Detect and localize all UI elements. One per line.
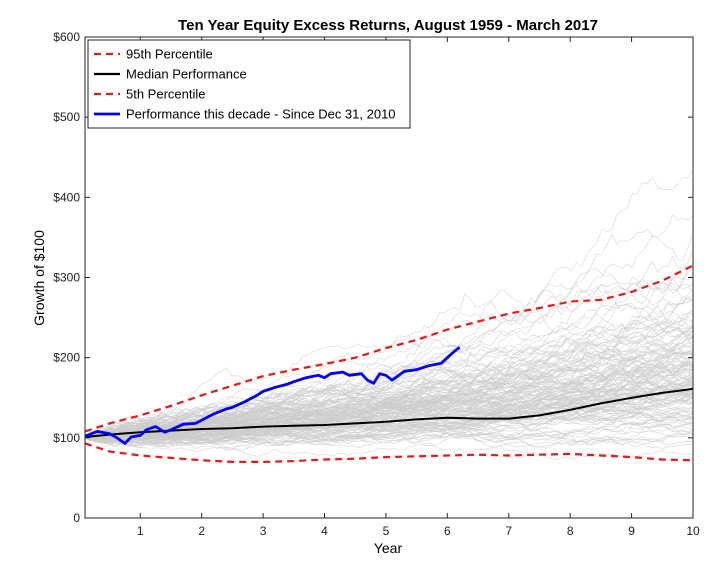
y-tick-label: $400 <box>53 190 80 204</box>
y-tick-label: 0 <box>73 511 80 525</box>
background-path <box>84 408 694 448</box>
legend-label-2: 5th Percentile <box>126 87 206 102</box>
x-tick-label: 7 <box>505 524 512 538</box>
background-path <box>84 310 694 440</box>
x-tick-label: 5 <box>383 524 390 538</box>
background-path <box>84 352 694 441</box>
legend-label-0: 95th Percentile <box>126 47 213 62</box>
x-tick-label: 1 <box>137 524 144 538</box>
background-path <box>84 401 694 444</box>
legend: 95th Percentile Median Performance 5th Per… <box>87 39 411 129</box>
series-line-3 <box>84 346 461 445</box>
y-tick-label: $100 <box>53 431 80 445</box>
background-path <box>84 350 694 442</box>
chart-title: Ten Year Equity Excess Returns, August 1… <box>178 17 598 34</box>
background-path <box>84 434 694 461</box>
y-axis-label: Growth of $100 <box>31 230 47 326</box>
background-path <box>84 360 694 448</box>
background-path <box>84 311 694 442</box>
background-path <box>84 283 694 439</box>
x-tick-label: 4 <box>321 524 328 538</box>
background-path <box>84 276 694 439</box>
background-path <box>84 330 694 443</box>
x-axis-ticks: 1 2 3 4 5 6 7 8 9 10 <box>137 37 700 538</box>
x-axis-label: Year <box>374 540 403 556</box>
background-path <box>84 351 694 444</box>
background-path <box>84 394 694 439</box>
background-path <box>84 384 694 445</box>
background-path <box>84 421 694 450</box>
background-path <box>84 410 694 446</box>
y-tick-label: $500 <box>53 110 80 124</box>
y-tick-label: $600 <box>53 30 80 44</box>
legend-label-3: Performance this decade - Since Dec 31, … <box>126 107 396 122</box>
background-path <box>84 290 694 439</box>
x-tick-label: 10 <box>686 524 700 538</box>
legend-label-1: Median Performance <box>126 67 247 82</box>
background-path <box>84 419 694 445</box>
legend-box <box>87 39 411 129</box>
x-tick-label: 9 <box>628 524 635 538</box>
y-axis-ticks: 0 $100 $200 $300 $400 $500 $600 <box>53 30 693 525</box>
background-path <box>84 338 694 442</box>
x-tick-label: 3 <box>260 524 267 538</box>
background-path <box>84 429 694 445</box>
background-path <box>84 432 694 453</box>
x-tick-label: 2 <box>198 524 205 538</box>
series-line-2 <box>84 442 694 463</box>
background-path <box>84 342 694 439</box>
x-tick-label: 8 <box>567 524 574 538</box>
series-line-0 <box>84 264 694 433</box>
series-line-1 <box>84 387 694 438</box>
y-tick-label: $200 <box>53 351 80 365</box>
background-path <box>84 372 694 439</box>
y-tick-label: $300 <box>53 271 80 285</box>
x-tick-label: 6 <box>444 524 451 538</box>
